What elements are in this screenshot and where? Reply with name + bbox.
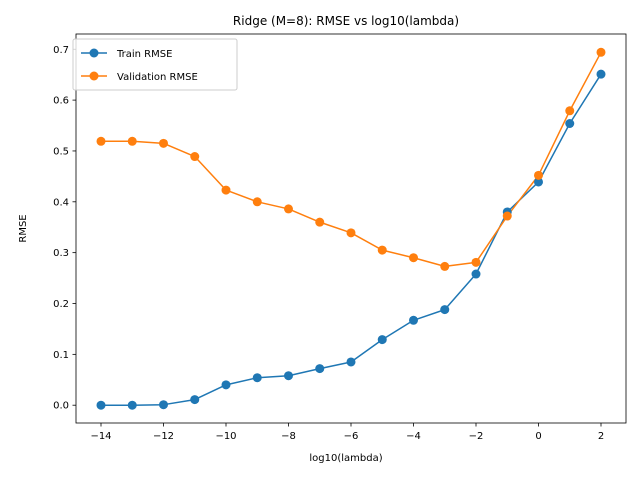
- y-tick-label: 0.7: [53, 45, 69, 56]
- data-point-0-16: [596, 69, 606, 79]
- data-point-0-14: [534, 177, 543, 187]
- y-tick-label: 0.6: [53, 96, 69, 107]
- data-point-0-10: [409, 315, 418, 325]
- x-tick-label: −6: [344, 431, 359, 442]
- data-point-1-1: [127, 136, 137, 146]
- legend-label-validation: Validation RMSE: [117, 72, 198, 83]
- data-point-1-13: [502, 211, 512, 221]
- data-point-1-15: [565, 106, 575, 116]
- data-point-1-14: [534, 170, 543, 180]
- data-point-1-5: [252, 197, 262, 207]
- data-point-0-11: [440, 305, 450, 315]
- data-point-1-10: [409, 253, 418, 263]
- data-point-0-1: [127, 400, 137, 410]
- legend-marker-train: [89, 48, 99, 58]
- x-axis-ticks: −14 −12 −10 −8 −6 −4 −2 0 2: [90, 423, 604, 442]
- y-tick-label: 0.2: [53, 299, 69, 310]
- data-point-1-16: [596, 47, 606, 57]
- plot-markers: [96, 47, 606, 410]
- legend: Train RMSE Validation RMSE: [72, 38, 238, 91]
- x-axis-label: log10(lambda): [309, 453, 382, 464]
- data-point-0-2: [159, 400, 168, 410]
- data-point-0-5: [252, 373, 262, 383]
- y-axis-ticks: 0.0 0.1 0.2 0.3 0.4 0.5 0.6 0.7: [53, 45, 76, 412]
- data-point-1-0: [96, 136, 106, 146]
- data-point-0-3: [190, 395, 200, 405]
- x-tick-label: −8: [281, 431, 296, 442]
- y-tick-label: 0.5: [53, 146, 69, 157]
- x-tick-label: 0: [535, 431, 541, 442]
- x-tick-label: −2: [469, 431, 484, 442]
- y-axis-label: RMSE: [18, 214, 29, 242]
- data-point-0-0: [96, 400, 106, 410]
- y-tick-label: 0.4: [53, 197, 69, 208]
- legend-box: [72, 38, 238, 91]
- x-tick-label: −14: [90, 431, 111, 442]
- data-point-1-6: [284, 204, 293, 214]
- legend-label-train: Train RMSE: [116, 49, 172, 60]
- data-point-1-2: [159, 138, 168, 148]
- data-point-1-11: [440, 261, 450, 271]
- data-point-0-6: [284, 371, 293, 381]
- x-tick-label: −10: [215, 431, 236, 442]
- x-tick-label: 2: [598, 431, 604, 442]
- x-tick-label: −4: [406, 431, 421, 442]
- data-point-0-15: [565, 118, 575, 128]
- series-line-0: [101, 73, 602, 406]
- data-point-0-8: [346, 357, 356, 367]
- y-tick-label: 0.0: [53, 401, 69, 412]
- data-point-0-9: [377, 335, 387, 345]
- y-tick-label: 0.3: [53, 248, 69, 259]
- data-point-1-9: [377, 245, 387, 255]
- data-point-1-3: [190, 152, 200, 162]
- data-point-1-7: [315, 217, 325, 227]
- data-point-0-4: [221, 380, 231, 390]
- data-point-1-8: [346, 228, 356, 238]
- data-point-1-12: [471, 257, 481, 267]
- data-point-0-12: [471, 269, 481, 279]
- chart-title: Ridge (M=8): RMSE vs log10(lambda): [233, 14, 459, 28]
- y-tick-label: 0.1: [53, 350, 69, 361]
- data-point-0-7: [315, 364, 325, 374]
- legend-marker-validation: [89, 71, 99, 81]
- x-tick-label: −12: [153, 431, 174, 442]
- data-point-1-4: [221, 185, 231, 195]
